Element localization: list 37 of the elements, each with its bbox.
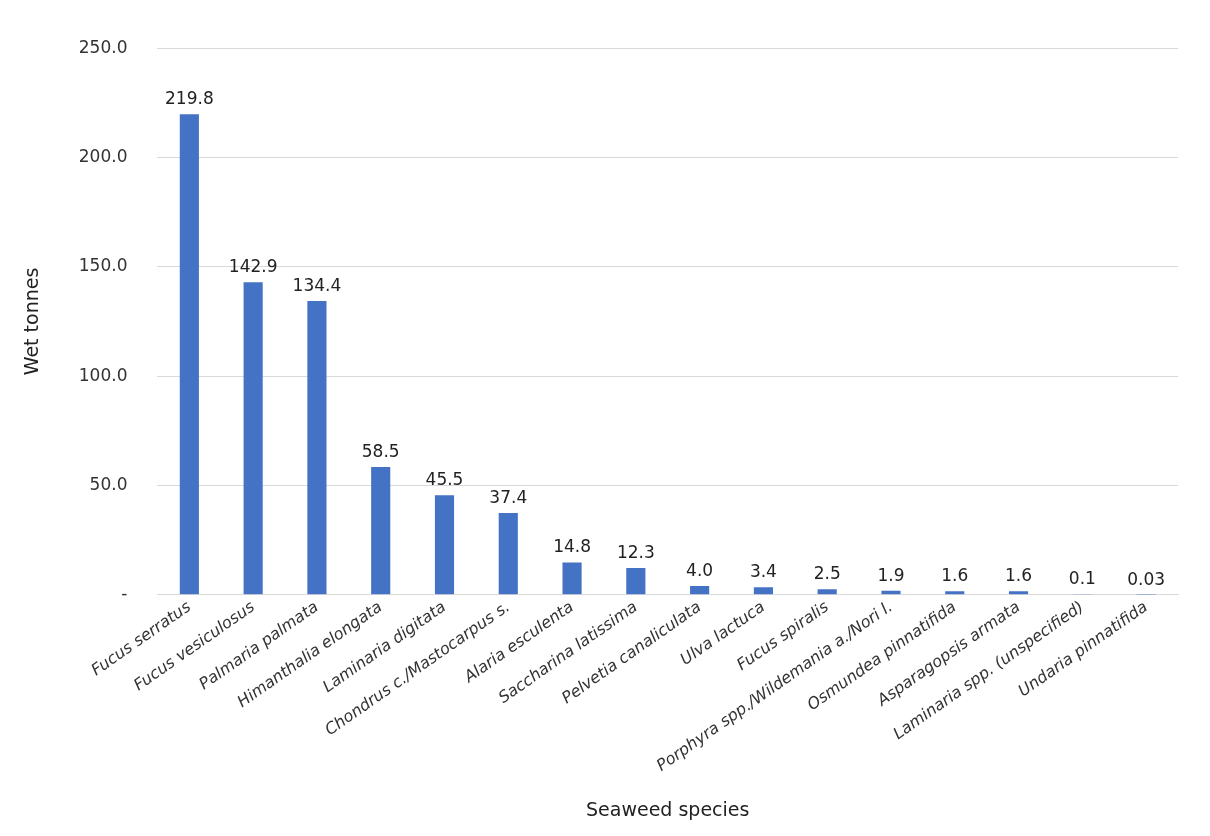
y-tick-label: 100.0 bbox=[78, 364, 128, 385]
data-label: 12.3 bbox=[616, 541, 655, 562]
data-label: 45.5 bbox=[425, 469, 464, 490]
data-label: 58.5 bbox=[361, 440, 400, 461]
bar bbox=[243, 282, 263, 595]
bar bbox=[498, 513, 518, 595]
data-label: 0.1 bbox=[1068, 568, 1096, 589]
y-tick-label: - bbox=[121, 583, 128, 604]
bar bbox=[307, 300, 327, 595]
data-label: 1.6 bbox=[1005, 565, 1033, 586]
bar bbox=[626, 567, 646, 595]
y-axis-title: Wet tonnes bbox=[20, 267, 43, 376]
data-label: 3.4 bbox=[749, 561, 777, 582]
bar bbox=[562, 562, 582, 595]
bar bbox=[945, 591, 965, 595]
data-label: 4.0 bbox=[686, 559, 714, 580]
data-label: 14.8 bbox=[553, 536, 591, 557]
y-tick-label: 50.0 bbox=[89, 473, 128, 494]
data-label: 134.4 bbox=[292, 274, 342, 295]
bar bbox=[179, 114, 199, 595]
data-label: 142.9 bbox=[228, 256, 278, 277]
bar bbox=[1008, 591, 1029, 595]
bar bbox=[371, 466, 391, 595]
data-label: 219.8 bbox=[165, 88, 214, 109]
data-label: 1.9 bbox=[877, 564, 905, 585]
x-axis-title: Seaweed species bbox=[586, 797, 750, 820]
data-label: 37.4 bbox=[489, 486, 528, 507]
data-label: 0.03 bbox=[1127, 568, 1166, 589]
data-label: 2.5 bbox=[813, 563, 841, 584]
y-tick-label: 200.0 bbox=[78, 145, 128, 166]
bar bbox=[753, 587, 773, 595]
bar bbox=[434, 495, 455, 595]
bar bbox=[690, 586, 710, 595]
y-tick-label: 150.0 bbox=[78, 255, 128, 276]
data-label: 1.6 bbox=[941, 565, 969, 586]
y-tick-label: 250.0 bbox=[78, 36, 128, 57]
bar bbox=[817, 589, 837, 595]
